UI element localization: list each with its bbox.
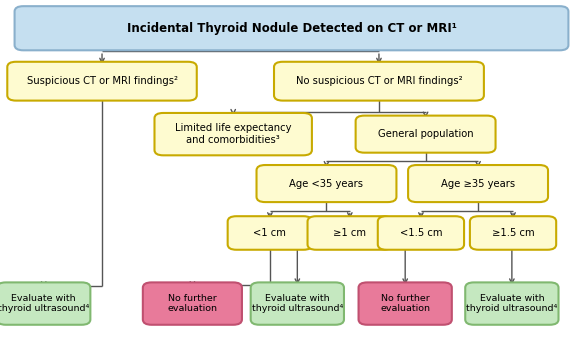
Text: General population: General population bbox=[378, 129, 473, 139]
FancyBboxPatch shape bbox=[257, 165, 396, 202]
FancyBboxPatch shape bbox=[378, 216, 464, 250]
Text: Suspicious CT or MRI findings²: Suspicious CT or MRI findings² bbox=[26, 76, 178, 86]
FancyBboxPatch shape bbox=[470, 216, 556, 250]
FancyBboxPatch shape bbox=[465, 282, 559, 325]
FancyBboxPatch shape bbox=[15, 6, 568, 50]
FancyBboxPatch shape bbox=[359, 282, 452, 325]
Text: No suspicious CT or MRI findings²: No suspicious CT or MRI findings² bbox=[296, 76, 462, 86]
FancyBboxPatch shape bbox=[356, 116, 496, 152]
Text: Age <35 years: Age <35 years bbox=[290, 179, 363, 189]
Text: Age ≥35 years: Age ≥35 years bbox=[441, 179, 515, 189]
Text: Limited life expectancy
and comorbidities³: Limited life expectancy and comorbiditie… bbox=[175, 123, 292, 145]
Text: <1 cm: <1 cm bbox=[254, 228, 286, 238]
Text: <1.5 cm: <1.5 cm bbox=[400, 228, 442, 238]
Text: Evaluate with
thyroid ultrasound⁴: Evaluate with thyroid ultrasound⁴ bbox=[252, 294, 343, 313]
FancyBboxPatch shape bbox=[143, 282, 242, 325]
FancyBboxPatch shape bbox=[251, 282, 344, 325]
Text: ≥1.5 cm: ≥1.5 cm bbox=[491, 228, 535, 238]
FancyBboxPatch shape bbox=[0, 282, 90, 325]
Text: Evaluate with
thyroid ultrasound⁴: Evaluate with thyroid ultrasound⁴ bbox=[0, 294, 89, 313]
FancyBboxPatch shape bbox=[227, 216, 312, 250]
FancyBboxPatch shape bbox=[408, 165, 548, 202]
Text: Incidental Thyroid Nodule Detected on CT or MRI¹: Incidental Thyroid Nodule Detected on CT… bbox=[127, 22, 456, 35]
Text: No further
evaluation: No further evaluation bbox=[167, 294, 217, 313]
FancyBboxPatch shape bbox=[274, 62, 484, 101]
Text: ≥1 cm: ≥1 cm bbox=[333, 228, 366, 238]
FancyBboxPatch shape bbox=[7, 62, 196, 101]
FancyBboxPatch shape bbox=[154, 113, 312, 155]
Text: No further
evaluation: No further evaluation bbox=[380, 294, 430, 313]
Text: Evaluate with
thyroid ultrasound⁴: Evaluate with thyroid ultrasound⁴ bbox=[466, 294, 557, 313]
FancyBboxPatch shape bbox=[308, 216, 392, 250]
